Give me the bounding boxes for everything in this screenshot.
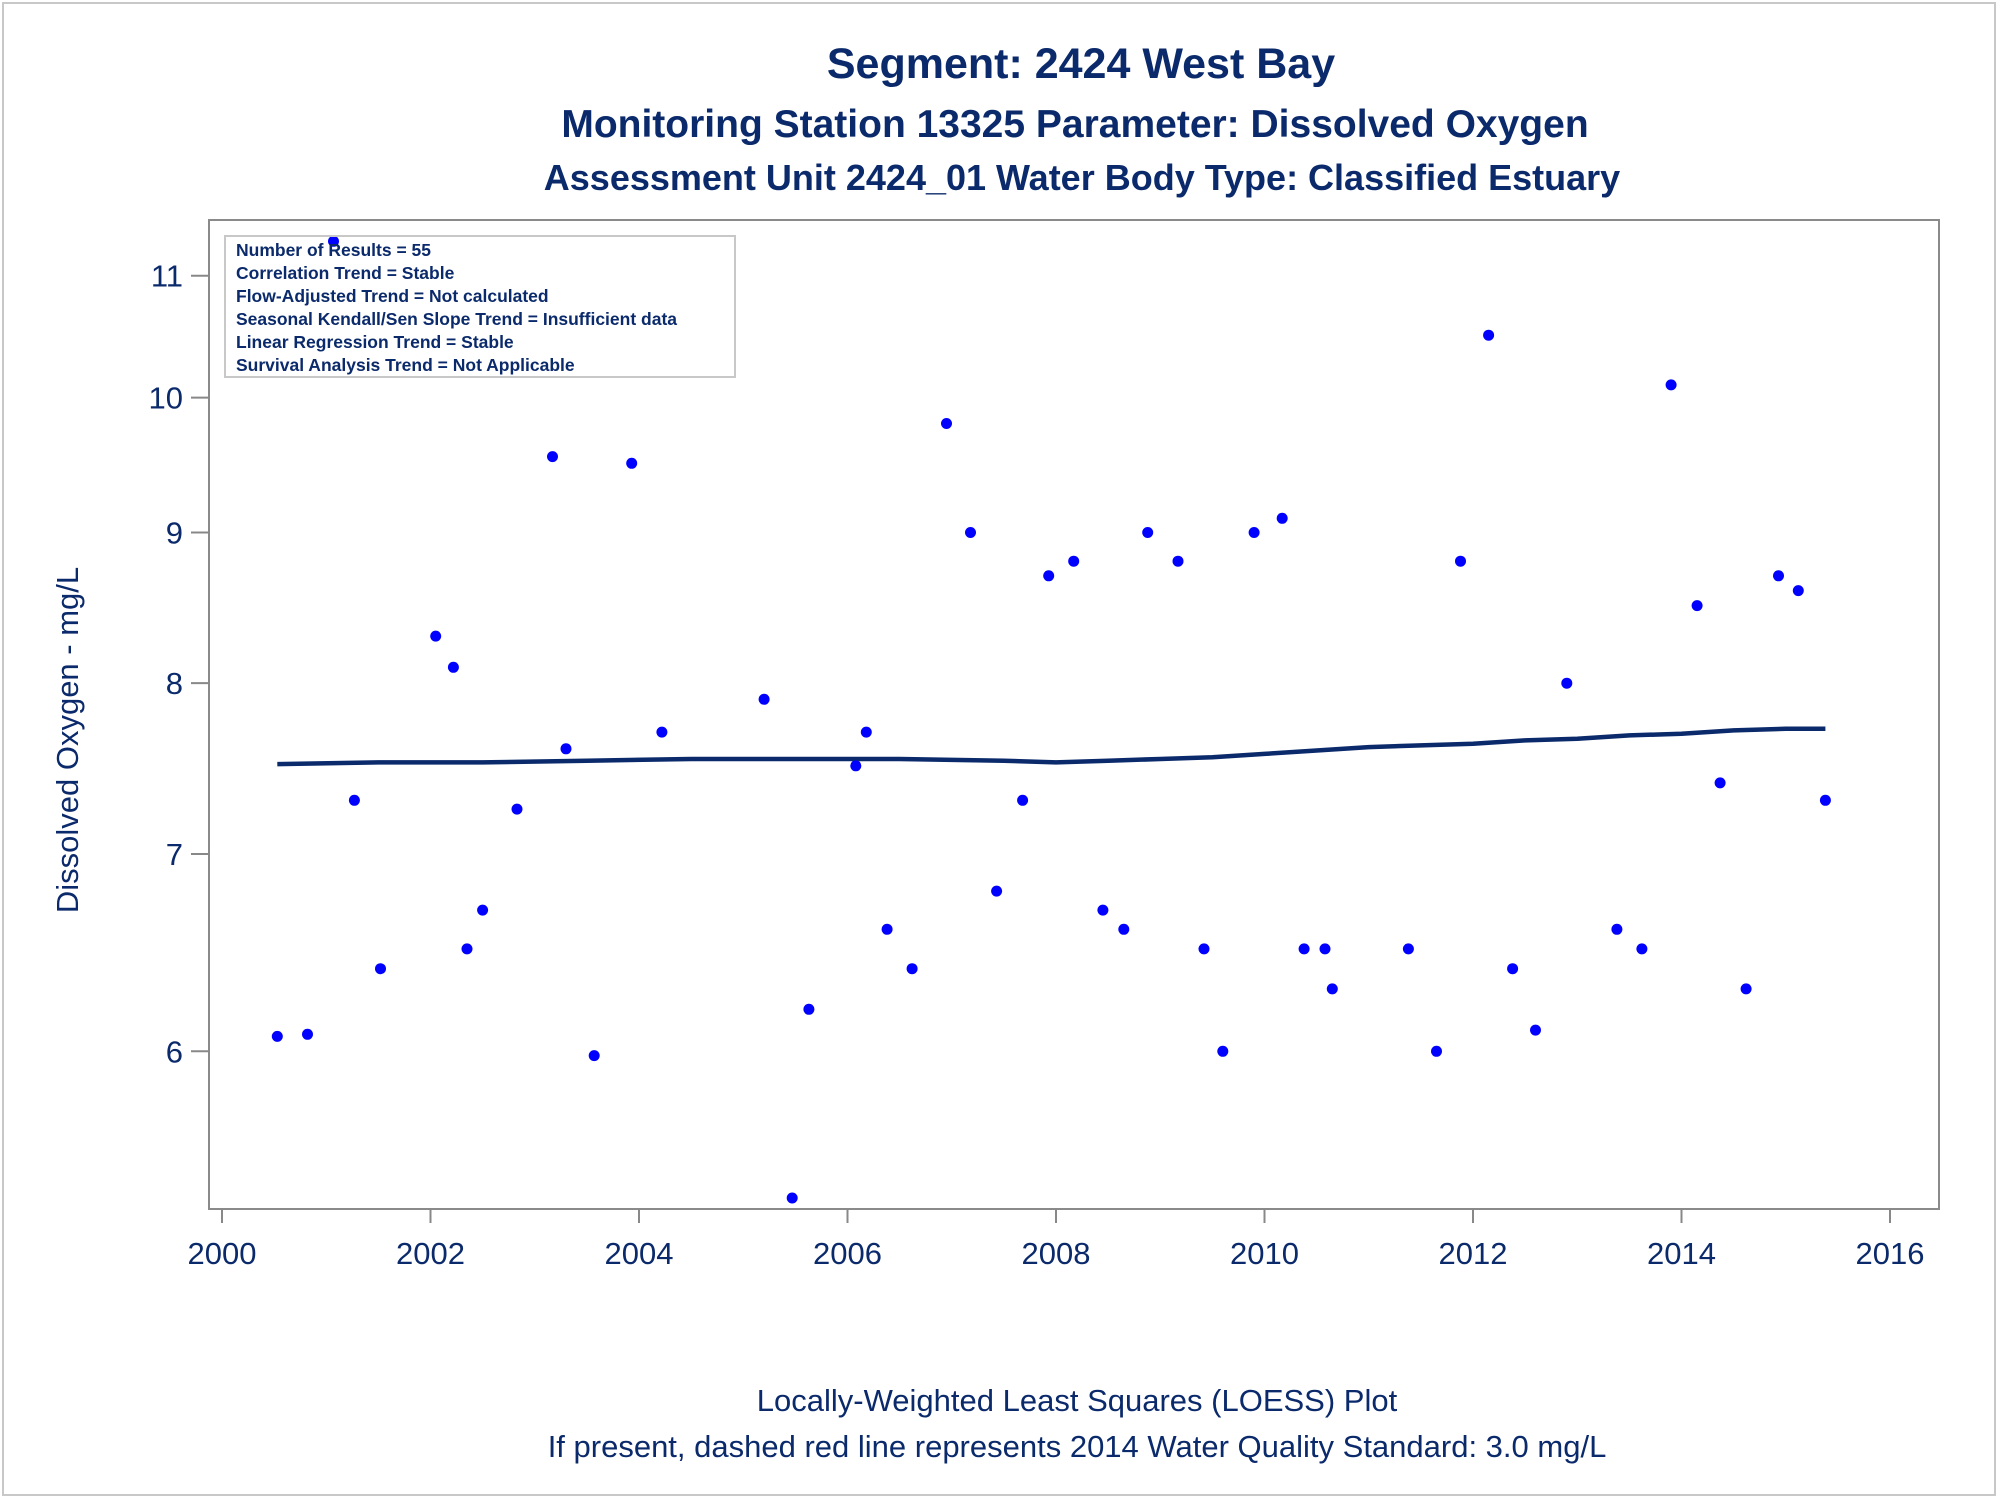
data-point bbox=[588, 1050, 600, 1062]
data-point bbox=[1248, 527, 1260, 538]
y-tick-label: 11 bbox=[151, 259, 183, 294]
data-point bbox=[1402, 943, 1414, 955]
footnote-2: If present, dashed red line represents 2… bbox=[548, 1429, 1607, 1464]
data-point bbox=[1276, 512, 1288, 524]
footnote-1: Locally-Weighted Least Squares (LOESS) P… bbox=[757, 1383, 1398, 1418]
chart-title: Segment: 2424 West Bay bbox=[827, 40, 1335, 88]
data-point bbox=[461, 943, 473, 955]
data-point bbox=[906, 963, 918, 975]
data-point bbox=[375, 963, 386, 975]
data-point bbox=[1298, 943, 1310, 955]
data-point bbox=[348, 794, 360, 806]
data-point bbox=[1142, 527, 1154, 538]
y-tick-label: 7 bbox=[166, 837, 183, 872]
stats-line-4: Seasonal Kendall/Sen Slope Trend = Insuf… bbox=[236, 309, 677, 329]
data-point bbox=[1740, 983, 1752, 995]
data-point bbox=[1172, 555, 1184, 567]
stats-line-6: Survival Analysis Trend = Not Applicable bbox=[236, 355, 575, 375]
data-point bbox=[1043, 570, 1055, 582]
chart-subtitle-2: Assessment Unit 2424_01 Water Body Type:… bbox=[544, 157, 1620, 198]
data-point bbox=[991, 885, 1003, 897]
chart-subtitle: Monitoring Station 13325 Parameter: Diss… bbox=[561, 103, 1588, 146]
x-tick-label: 2002 bbox=[396, 1236, 465, 1271]
data-point bbox=[1326, 983, 1338, 995]
data-point bbox=[511, 803, 523, 815]
stats-line-1: Number of Results = 55 bbox=[236, 240, 431, 260]
data-point bbox=[302, 1028, 313, 1040]
data-point bbox=[1691, 600, 1703, 612]
data-point bbox=[1319, 943, 1331, 955]
loess-layer bbox=[277, 726, 1826, 767]
data-point bbox=[850, 760, 862, 772]
data-point bbox=[1097, 904, 1109, 916]
data-point bbox=[626, 457, 638, 469]
data-point bbox=[1431, 1045, 1442, 1057]
data-point bbox=[1217, 1045, 1229, 1057]
data-point bbox=[803, 1003, 815, 1015]
stats-box-border bbox=[224, 235, 736, 378]
x-tick-label: 2014 bbox=[1647, 1236, 1716, 1271]
data-point bbox=[271, 1030, 283, 1042]
stats-line-2: Correlation Trend = Stable bbox=[236, 263, 455, 283]
data-point bbox=[1819, 794, 1831, 806]
data-point bbox=[1530, 1024, 1541, 1036]
data-point bbox=[1483, 329, 1495, 341]
y-tick-label: 10 bbox=[149, 381, 183, 416]
x-tick-label: 2008 bbox=[1022, 1236, 1091, 1271]
x-tick-label: 2004 bbox=[605, 1236, 674, 1271]
data-point bbox=[881, 923, 893, 935]
data-point bbox=[860, 726, 872, 738]
x-tick-label: 2000 bbox=[188, 1236, 257, 1271]
data-point bbox=[1455, 555, 1466, 567]
data-point bbox=[1714, 777, 1726, 789]
data-point bbox=[1198, 943, 1210, 955]
stats-line-5: Linear Regression Trend = Stable bbox=[236, 332, 514, 352]
data-point bbox=[965, 527, 976, 538]
data-point bbox=[1507, 963, 1519, 975]
y-axis-label: Dissolved Oxygen - mg/L bbox=[50, 567, 85, 913]
loess-line bbox=[277, 726, 1826, 767]
data-point bbox=[430, 630, 442, 642]
x-tick-label: 2006 bbox=[813, 1236, 882, 1271]
data-point bbox=[477, 904, 489, 916]
data-point bbox=[1017, 794, 1029, 806]
x-tick-label: 2010 bbox=[1230, 1236, 1299, 1271]
data-point bbox=[1773, 570, 1784, 582]
data-point bbox=[1792, 585, 1804, 597]
data-point bbox=[758, 693, 770, 705]
x-tick-label: 2012 bbox=[1439, 1236, 1508, 1271]
y-tick-label: 6 bbox=[166, 1034, 183, 1069]
data-point bbox=[328, 235, 339, 247]
data-point bbox=[786, 1192, 798, 1204]
data-point bbox=[1636, 943, 1648, 955]
x-axis: 2000 2002 2004 2006 2008 2010 2012 2014 2016 bbox=[188, 1209, 1925, 1271]
y-axis: 6 7 8 9 10 11 bbox=[149, 259, 209, 1069]
points-layer bbox=[271, 235, 1831, 1204]
data-point bbox=[1611, 923, 1623, 935]
data-point bbox=[560, 743, 572, 755]
x-tick-label: 2016 bbox=[1856, 1236, 1925, 1271]
data-point bbox=[941, 418, 952, 429]
y-tick-label: 9 bbox=[166, 515, 183, 550]
data-point bbox=[547, 451, 558, 463]
plot-area bbox=[208, 219, 1940, 1210]
stats-line-3: Flow-Adjusted Trend = Not calculated bbox=[236, 286, 549, 306]
data-point bbox=[1118, 923, 1130, 935]
data-point bbox=[1561, 677, 1573, 689]
y-tick-label: 8 bbox=[166, 666, 183, 701]
data-point bbox=[656, 726, 668, 738]
stats-box: Number of Results = 55 Correlation Trend… bbox=[224, 235, 736, 378]
data-point bbox=[1068, 555, 1080, 567]
data-point bbox=[1665, 379, 1677, 391]
data-point bbox=[447, 661, 459, 673]
